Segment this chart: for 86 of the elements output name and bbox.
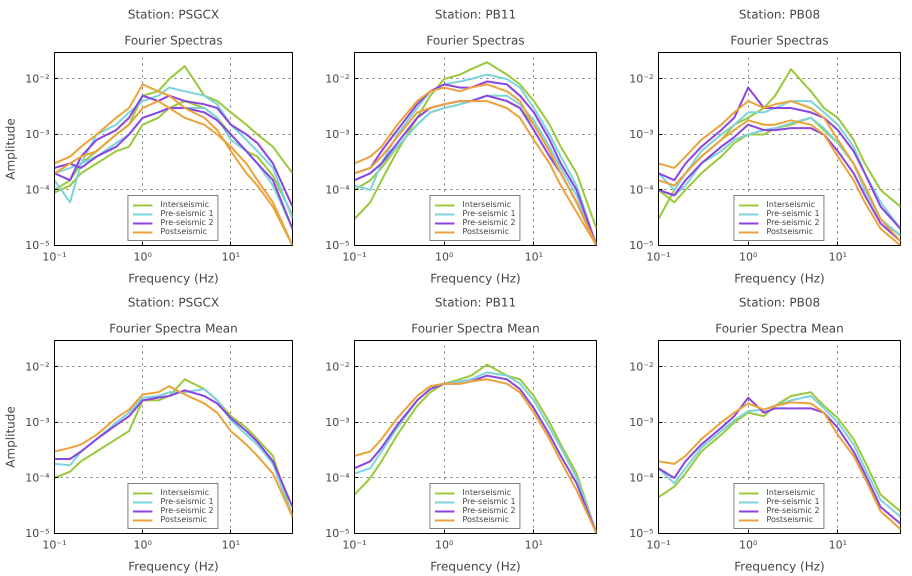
x-tick-label: 10⁰ [738, 250, 758, 264]
x-tick-label: 10⁻¹ [42, 250, 67, 264]
y-tick-label: 10⁻² [629, 360, 654, 374]
chart-title: Station: PB11 [434, 296, 516, 310]
legend-label: Interseismic [160, 200, 210, 209]
x-tick-label: 10⁰ [434, 538, 454, 552]
y-tick-label: 10⁻³ [25, 416, 50, 429]
legend-label: Pre-seismic 1 [462, 497, 516, 506]
legend-label: Pre-seismic 2 [160, 506, 214, 515]
legend-label: Pre-seismic 1 [462, 209, 516, 218]
y-tick-label: 10⁻⁵ [629, 239, 654, 252]
y-tick-label: 10⁻⁴ [629, 183, 654, 196]
x-tick-label: 10¹ [222, 250, 240, 264]
x-axis-title: Frequency (Hz) [734, 272, 825, 286]
x-tick-label: 10¹ [828, 250, 848, 264]
y-tick-label: 10⁻² [325, 360, 350, 374]
x-tick-label: 10⁻¹ [42, 538, 67, 552]
y-tick-label: 10⁻⁵ [25, 239, 50, 252]
y-tick-label: 10⁻³ [629, 128, 654, 141]
legend-label: Pre-seismic 1 [766, 209, 820, 218]
y-tick-label: 10⁻⁵ [25, 527, 50, 540]
x-tick-label: 10⁰ [133, 250, 152, 264]
y-tick-label: 10⁻² [629, 72, 654, 86]
chart-title: Station: PSGCX [128, 296, 220, 310]
x-tick-label: 10¹ [524, 250, 544, 264]
y-tick-label: 10⁻³ [629, 416, 654, 429]
x-axis-title: Frequency (Hz) [734, 560, 825, 574]
legend-label: Pre-seismic 1 [160, 497, 214, 506]
x-tick-label: 10⁻¹ [646, 538, 671, 552]
y-axis-title: Amplitude [3, 406, 18, 468]
legend-label: Pre-seismic 2 [462, 506, 516, 515]
chart-subtitle: Fourier Spectras [730, 34, 829, 48]
x-tick-label: 10⁻¹ [342, 250, 367, 264]
x-axis-title: Frequency (Hz) [128, 560, 219, 574]
legend-label: Interseismic [462, 200, 512, 209]
legend-label: Postseismic [160, 227, 208, 236]
legend-label: Postseismic [462, 227, 510, 236]
legend-label: Interseismic [766, 200, 816, 209]
chart-subtitle: Fourier Spectras [124, 34, 223, 48]
y-tick-label: 10⁻⁵ [629, 527, 654, 540]
chart-title: Station: PSGCX [128, 8, 220, 22]
chart-subtitle: Fourier Spectra Mean [715, 322, 844, 336]
legend-label: Postseismic [766, 515, 814, 524]
legend-label: Interseismic [766, 488, 816, 497]
y-tick-label: 10⁻⁴ [325, 183, 350, 196]
legend-label: Pre-seismic 2 [462, 218, 516, 227]
x-tick-label: 10⁻¹ [342, 538, 367, 552]
legend-label: Pre-seismic 2 [766, 506, 820, 515]
y-tick-label: 10⁻³ [325, 416, 350, 429]
y-tick-label: 10⁻⁴ [629, 471, 654, 484]
legend-label: Postseismic [462, 515, 510, 524]
legend-label: Postseismic [160, 515, 208, 524]
x-axis-title: Frequency (Hz) [430, 560, 521, 574]
legend-label: Pre-seismic 1 [766, 497, 820, 506]
y-tick-label: 10⁻⁴ [325, 471, 350, 484]
chart-title: Station: PB11 [434, 8, 516, 22]
x-axis-title: Frequency (Hz) [128, 272, 219, 286]
x-tick-label: 10⁻¹ [646, 250, 671, 264]
chart-title: Station: PB08 [738, 8, 820, 22]
y-tick-label: 10⁻³ [325, 128, 350, 141]
x-tick-label: 10⁰ [738, 538, 758, 552]
chart-subtitle: Fourier Spectra Mean [411, 322, 540, 336]
y-tick-label: 10⁻⁵ [325, 527, 350, 540]
x-tick-label: 10⁰ [133, 538, 152, 552]
y-tick-label: 10⁻² [25, 360, 50, 374]
legend-label: Postseismic [766, 227, 814, 236]
y-tick-label: 10⁻⁴ [25, 471, 50, 484]
chart-title: Station: PB08 [738, 296, 820, 310]
y-tick-label: 10⁻⁴ [25, 183, 50, 196]
chart-subtitle: Fourier Spectra Mean [109, 322, 238, 336]
legend-label: Interseismic [462, 488, 512, 497]
legend-label: Pre-seismic 2 [160, 218, 214, 227]
y-axis-title: Amplitude [3, 118, 18, 180]
y-tick-label: 10⁻⁵ [325, 239, 350, 252]
legend-label: Interseismic [160, 488, 210, 497]
x-tick-label: 10⁰ [434, 250, 454, 264]
x-tick-label: 10¹ [828, 538, 848, 552]
chart-subtitle: Fourier Spectras [426, 34, 525, 48]
legend-label: Pre-seismic 1 [160, 209, 214, 218]
y-tick-label: 10⁻² [325, 72, 350, 86]
x-tick-label: 10¹ [524, 538, 544, 552]
legend-label: Pre-seismic 2 [766, 218, 820, 227]
x-axis-title: Frequency (Hz) [430, 272, 521, 286]
y-tick-label: 10⁻³ [25, 128, 50, 141]
y-tick-label: 10⁻² [25, 72, 50, 86]
x-tick-label: 10¹ [222, 538, 240, 552]
